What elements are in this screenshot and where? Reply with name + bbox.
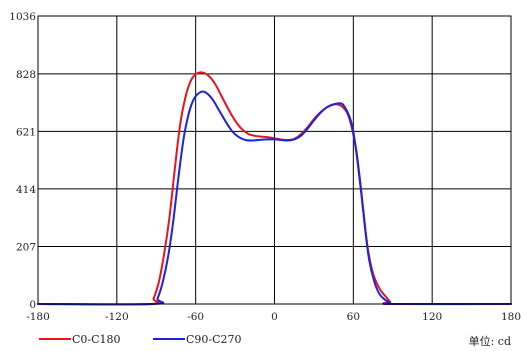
axes <box>37 15 512 305</box>
unit-label: 单位: cd <box>469 334 511 348</box>
legend-label: C90-C270 <box>186 333 242 346</box>
x-tick-label: 0 <box>271 311 278 323</box>
y-tick-label: 0 <box>29 299 36 311</box>
y-tick-labels: 0 207 414 621 828 1036 <box>9 11 36 311</box>
legend: C0-C180 C90-C270 <box>39 333 242 346</box>
plot-frame <box>37 15 512 305</box>
x-tick-label: -120 <box>105 311 129 323</box>
x-tick-label: 180 <box>501 311 521 323</box>
grid <box>38 16 511 304</box>
x-tick-labels: -180 -120 -60 0 60 120 180 <box>26 311 521 323</box>
x-tick-label: -180 <box>26 311 50 323</box>
series-layer <box>37 71 512 306</box>
x-tick-label: 120 <box>422 311 442 323</box>
y-tick-label: 828 <box>16 69 36 81</box>
legend-label: C0-C180 <box>72 333 121 346</box>
y-tick-label: 207 <box>16 241 36 253</box>
x-tick-label: 60 <box>347 311 360 323</box>
y-tick-label: 1036 <box>9 11 36 23</box>
series-line-c90-c270 <box>37 90 512 306</box>
y-tick-label: 621 <box>16 126 36 138</box>
y-tick-label: 414 <box>16 184 36 196</box>
x-tick-label: -60 <box>187 311 204 323</box>
